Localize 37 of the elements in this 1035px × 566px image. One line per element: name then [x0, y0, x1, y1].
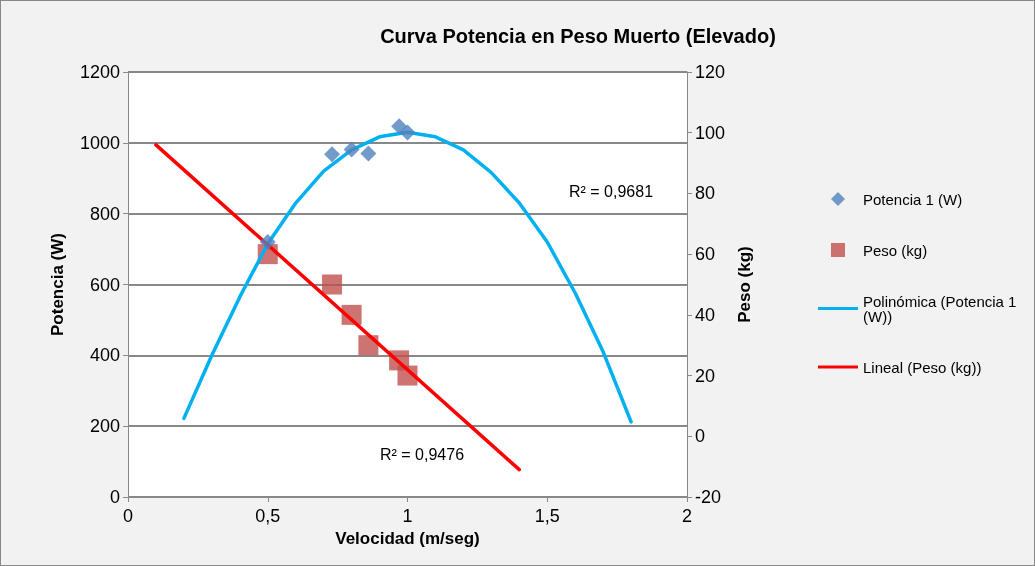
chart-title: Curva Potencia en Peso Muerto (Elevado) — [380, 25, 776, 47]
y2-tick-label: 0 — [695, 426, 706, 447]
x-tick-label: 1,5 — [534, 506, 560, 526]
point — [399, 124, 416, 141]
y2-tick-label: 60 — [695, 244, 716, 265]
y-tick-label: 0 — [109, 487, 120, 507]
y-tick-label: 200 — [89, 416, 120, 437]
point — [343, 141, 360, 158]
y-axis-title: Potencia (W) — [48, 233, 67, 336]
legend-label: Potencia 1 (W) — [863, 190, 963, 208]
point — [391, 118, 408, 135]
y2-tick-label: 120 — [695, 62, 726, 82]
point — [360, 145, 377, 162]
point — [259, 234, 276, 250]
y2-tick-label: -20 — [695, 487, 722, 507]
y-tick-label: 1200 — [79, 62, 120, 82]
y2-tick-label: 100 — [695, 122, 726, 143]
point — [322, 274, 343, 295]
x-tick-label: 2 — [681, 506, 693, 526]
y2-tick-label: 80 — [695, 183, 716, 204]
y-tick-label: 600 — [89, 274, 120, 295]
y-tick-label: 1000 — [79, 132, 120, 153]
x-axis-title: Velocidad (m/seg) — [335, 528, 480, 548]
legend-label: Polinómica (Potencia 1 (W)) — [863, 292, 1021, 325]
legend-label: Peso (kg) — [863, 241, 928, 259]
y2-tick-label: 40 — [695, 304, 716, 325]
annotation: R² = 0,9476 — [379, 445, 465, 463]
x-tick-label: 0,5 — [255, 506, 281, 526]
y2-axis-title: Peso (kg) — [734, 246, 754, 323]
point — [324, 146, 341, 163]
x-tick-label: 0 — [122, 506, 134, 526]
annotation: R² = 0,9681 — [568, 182, 654, 200]
legend-label: Lineal (Peso (kg)) — [863, 358, 982, 376]
y-tick-label: 800 — [89, 203, 120, 224]
y-tick-label: 400 — [89, 345, 120, 366]
y2-tick-label: 20 — [695, 365, 716, 386]
x-tick-label: 1 — [402, 506, 413, 526]
